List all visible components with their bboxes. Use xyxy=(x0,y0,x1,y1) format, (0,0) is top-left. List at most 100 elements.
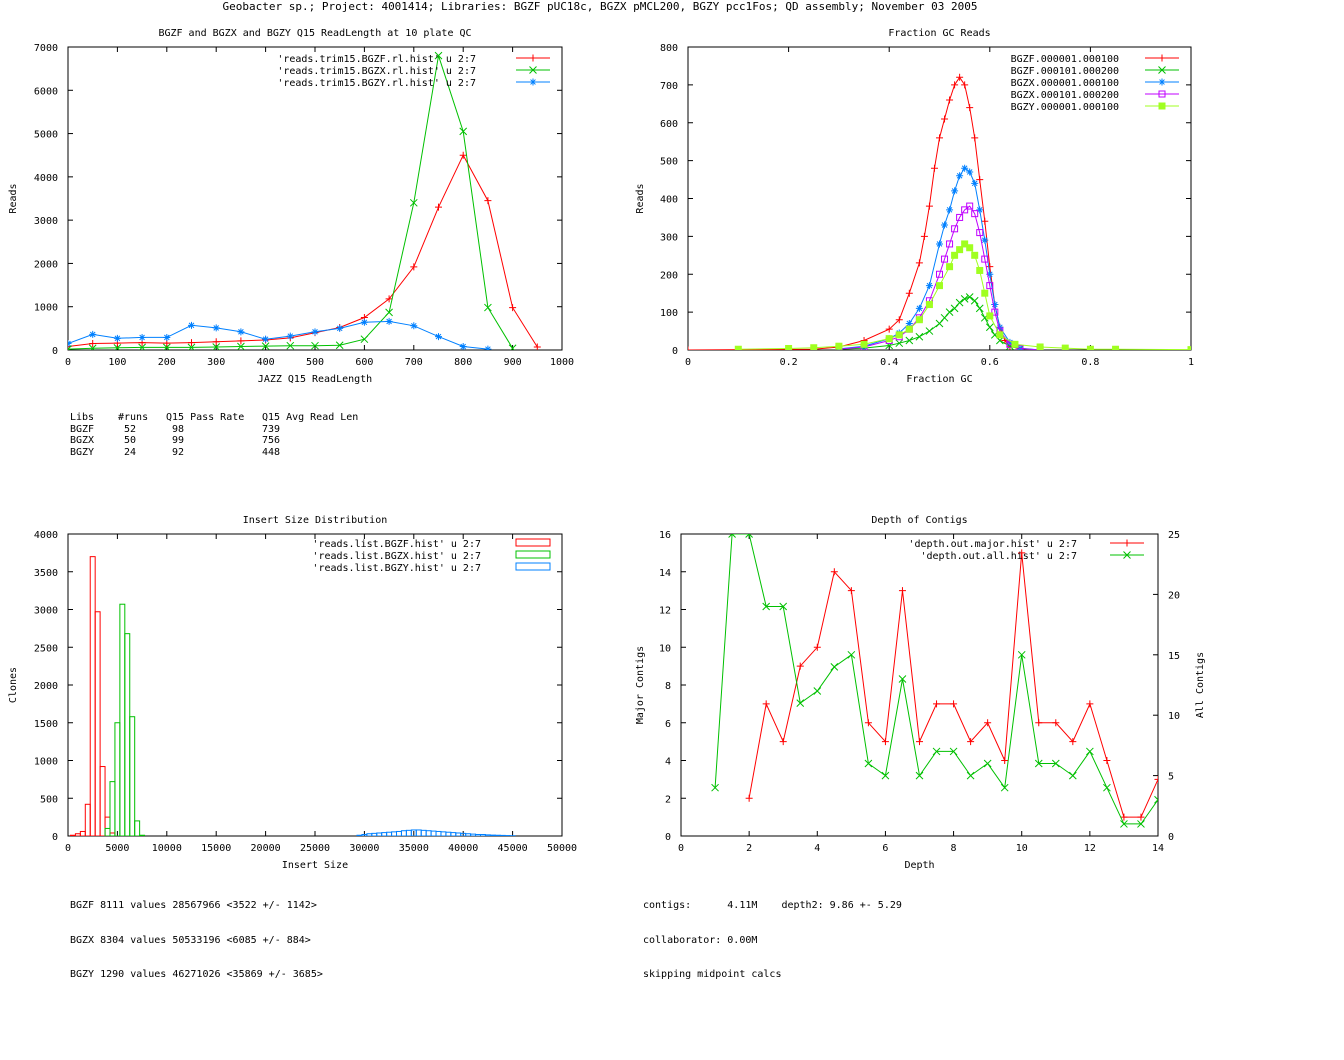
data-point xyxy=(956,172,964,180)
x-tick-label: 900 xyxy=(504,357,522,368)
depth-stat-line: skipping midpoint calcs xyxy=(643,969,782,980)
data-point xyxy=(484,303,492,312)
page-title: Geobacter sp.; Project: 4001414; Librari… xyxy=(222,0,978,13)
data-point xyxy=(895,316,903,324)
legend: 'reads.trim15.BGZF.rl.hist' u 2:7'reads.… xyxy=(277,54,550,89)
legend-label: 'depth.out.major.hist' u 2:7 xyxy=(908,539,1077,550)
data-point xyxy=(932,747,941,756)
y-tick-label: 0 xyxy=(665,832,671,843)
x-tick-label: 0 xyxy=(678,843,684,854)
data-point xyxy=(933,700,941,708)
data-point xyxy=(187,343,196,350)
data-point xyxy=(1158,78,1166,86)
x-tick-label: 2 xyxy=(746,843,752,854)
x-tick-label: 8 xyxy=(951,843,957,854)
data-point xyxy=(68,345,72,350)
series-5 xyxy=(734,240,1191,350)
data-point xyxy=(976,266,984,274)
x-tick-label: 0 xyxy=(65,843,71,854)
data-point xyxy=(976,206,984,214)
data-point xyxy=(885,325,893,333)
series-2 xyxy=(711,534,1158,828)
data-point xyxy=(1086,747,1094,756)
y-tick-label: 1500 xyxy=(34,719,58,730)
data-point xyxy=(976,176,984,184)
x-tick-label: 4 xyxy=(814,843,820,854)
data-point xyxy=(966,104,974,112)
stats-row: BGZY 24 92 448 xyxy=(70,447,358,459)
y-tick-label: 2000 xyxy=(34,259,58,270)
data-point xyxy=(961,206,969,214)
y-tick-label: 600 xyxy=(660,119,678,130)
x-tick-label: 30000 xyxy=(349,843,379,854)
stats-cell: BGZY xyxy=(70,446,95,458)
stats-row: BGZX 50 99 756 xyxy=(70,435,358,447)
y2-tick-label: 5 xyxy=(1168,772,1174,783)
bar xyxy=(99,766,106,836)
data-point xyxy=(961,164,969,172)
chart-title: Depth of Contigs xyxy=(871,515,967,526)
series-1 xyxy=(745,549,1158,821)
data-point xyxy=(385,295,393,303)
data-point xyxy=(286,332,294,340)
data-point xyxy=(983,759,992,768)
x-tick-label: 1 xyxy=(1188,357,1194,368)
data-point xyxy=(965,293,974,301)
data-point xyxy=(484,345,492,350)
data-point xyxy=(955,298,964,307)
stats-cell: BGZX xyxy=(70,435,95,446)
x-tick-label: 600 xyxy=(355,357,373,368)
data-point xyxy=(459,343,467,350)
data-point xyxy=(961,240,969,248)
data-point xyxy=(745,794,753,802)
data-point xyxy=(762,700,770,708)
data-point xyxy=(1137,813,1145,821)
insert-stat-line: BGZF 8111 values 28567966 <3522 +/- 1142… xyxy=(70,900,317,911)
stats-cell: 739 xyxy=(262,423,281,435)
data-point xyxy=(212,338,220,346)
data-point xyxy=(1137,820,1145,828)
data-point xyxy=(1061,344,1069,350)
data-point xyxy=(813,643,821,651)
y-tick-label: 700 xyxy=(660,81,678,92)
x-axis-label: Insert Size xyxy=(282,860,348,871)
data-point xyxy=(986,263,994,271)
y-tick-label: 200 xyxy=(660,270,678,281)
legend-label: 'reads.list.BGZY.hist' u 2:7 xyxy=(312,563,481,574)
data-point xyxy=(966,202,974,210)
legend: BGZF.000001.000100BGZF.000101.000200BGZX… xyxy=(1011,54,1179,113)
data-point xyxy=(956,73,964,81)
data-point xyxy=(188,321,195,329)
data-point xyxy=(881,771,890,780)
data-point xyxy=(810,344,818,350)
data-point xyxy=(711,783,719,792)
data-point xyxy=(385,317,393,325)
data-point xyxy=(779,602,788,611)
x-tick-label: 700 xyxy=(405,357,423,368)
x-tick-label: 0 xyxy=(685,357,691,368)
data-point xyxy=(435,203,442,211)
data-point xyxy=(459,127,468,136)
data-point xyxy=(981,255,989,263)
stats-row: BGZF 52 98 739 xyxy=(70,424,358,436)
data-point xyxy=(1154,775,1158,783)
x-axis-label: Depth xyxy=(904,860,934,871)
legend-label: BGZF.000101.000200 xyxy=(1011,66,1119,77)
y2-tick-label: 25 xyxy=(1168,530,1180,541)
data-point xyxy=(936,282,943,290)
data-point xyxy=(986,270,994,278)
stats-cell: 756 xyxy=(262,435,281,446)
data-point xyxy=(916,738,923,746)
y2-tick-label: 10 xyxy=(1168,711,1180,722)
data-point xyxy=(779,738,787,746)
data-point xyxy=(529,54,537,62)
y-tick-label: 0 xyxy=(52,346,58,357)
stats-cell: 92 xyxy=(172,446,185,458)
data-point xyxy=(996,323,1004,331)
legend: 'depth.out.major.hist' u 2:7'depth.out.a… xyxy=(908,539,1144,562)
data-point xyxy=(529,66,537,74)
data-point xyxy=(533,343,541,350)
data-point xyxy=(966,168,974,176)
data-point xyxy=(925,301,933,309)
